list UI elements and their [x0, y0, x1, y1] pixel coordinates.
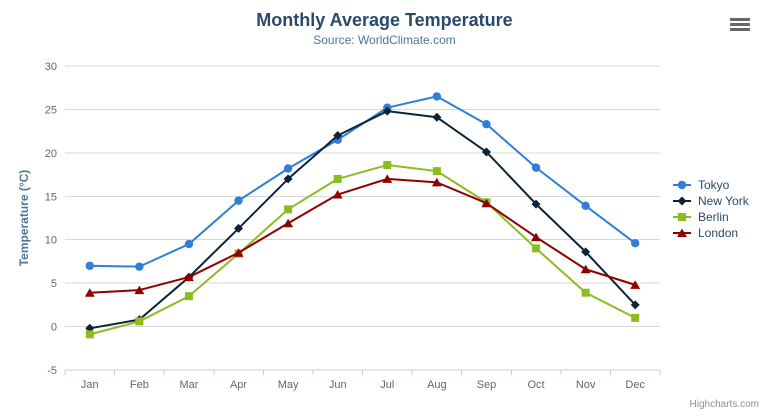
- data-point-london-oct[interactable]: [531, 232, 542, 242]
- data-point-new-york-jul[interactable]: [382, 106, 392, 116]
- data-point-tokyo-mar[interactable]: [184, 239, 194, 249]
- hamburger-icon: [730, 17, 750, 21]
- x-axis-label: Sep: [477, 379, 497, 391]
- data-point-berlin-oct[interactable]: [532, 244, 541, 253]
- data-point-new-york-may[interactable]: [283, 174, 293, 184]
- series-line-tokyo: [88, 95, 637, 268]
- data-point-london-sep[interactable]: [481, 198, 492, 208]
- x-axis-label: Oct: [527, 379, 544, 391]
- square-marker-icon: [673, 213, 691, 221]
- y-axis-label: 10: [45, 235, 57, 247]
- data-point-london-feb[interactable]: [134, 285, 145, 295]
- x-axis-label: Aug: [427, 379, 447, 391]
- data-point-berlin-dec[interactable]: [631, 313, 640, 322]
- data-point-new-york-dec[interactable]: [630, 300, 640, 310]
- data-point-new-york-aug[interactable]: [432, 112, 442, 122]
- data-point-london-apr[interactable]: [233, 248, 244, 257]
- x-axis-label: Feb: [130, 379, 149, 391]
- legend: Tokyo New York Berlin London: [673, 177, 749, 241]
- legend-marker-berlin: [678, 213, 686, 221]
- x-axis-label: Jun: [329, 379, 347, 391]
- series-line-london: [88, 177, 637, 294]
- circle-marker-icon: [673, 180, 691, 190]
- legend-marker-new-york: [677, 196, 687, 206]
- data-point-london-jan[interactable]: [84, 288, 95, 297]
- y-axis-title: Temperature (°C): [17, 170, 31, 267]
- y-axis-label: 25: [45, 104, 57, 116]
- data-point-new-york-jun[interactable]: [333, 130, 343, 140]
- data-point-berlin-feb[interactable]: [135, 317, 144, 326]
- data-point-berlin-mar[interactable]: [184, 292, 193, 301]
- x-axis-label: Jul: [380, 379, 394, 391]
- triangle-marker-icon: [673, 228, 691, 237]
- y-axis-label: 5: [51, 278, 57, 290]
- data-point-berlin-jun[interactable]: [333, 174, 342, 183]
- y-axis-label: 0: [51, 322, 57, 334]
- data-point-berlin-aug[interactable]: [432, 167, 441, 176]
- x-axis-label: May: [278, 379, 299, 391]
- data-point-london-dec[interactable]: [630, 280, 641, 289]
- credits-link[interactable]: Highcharts.com: [689, 399, 759, 410]
- data-point-london-nov[interactable]: [580, 264, 591, 274]
- data-point-london-may[interactable]: [283, 218, 294, 228]
- series-london: [84, 174, 641, 297]
- data-point-berlin-nov[interactable]: [581, 288, 590, 297]
- x-axis-label: Dec: [625, 379, 645, 391]
- data-point-tokyo-may[interactable]: [283, 164, 293, 173]
- chart-title: Monthly Average Temperature: [256, 10, 513, 30]
- data-point-new-york-apr[interactable]: [234, 223, 244, 233]
- series-line-berlin: [88, 164, 637, 336]
- x-axis-label: Mar: [179, 379, 198, 391]
- export-menu-button[interactable]: [728, 14, 752, 34]
- y-axis-label: 20: [45, 148, 57, 160]
- data-point-tokyo-sep[interactable]: [482, 119, 491, 129]
- x-axis-label: Nov: [576, 379, 596, 391]
- legend-label: New York: [698, 194, 749, 208]
- legend-label: London: [698, 226, 739, 240]
- data-point-berlin-jan[interactable]: [85, 330, 94, 339]
- legend-label: Tokyo: [698, 178, 730, 192]
- data-point-london-mar[interactable]: [183, 272, 194, 282]
- hamburger-icon: [730, 27, 750, 31]
- y-axis-label: 15: [45, 191, 57, 203]
- data-point-new-york-nov[interactable]: [581, 247, 591, 257]
- data-point-berlin-may[interactable]: [284, 205, 293, 214]
- legend-marker-london: [677, 228, 687, 237]
- y-axis-label: -5: [47, 365, 57, 377]
- data-point-new-york-sep[interactable]: [481, 147, 491, 157]
- data-point-tokyo-feb[interactable]: [135, 262, 144, 271]
- legend-label: Berlin: [698, 210, 729, 224]
- data-point-tokyo-oct[interactable]: [531, 163, 541, 172]
- legend-item-berlin[interactable]: Berlin: [673, 209, 749, 225]
- legend-item-new-york[interactable]: New York: [673, 193, 749, 209]
- series-line-new-york: [88, 110, 637, 330]
- series-tokyo: [85, 92, 640, 271]
- data-point-tokyo-nov[interactable]: [581, 201, 590, 211]
- data-point-berlin-jul[interactable]: [383, 161, 392, 170]
- data-point-tokyo-aug[interactable]: [432, 92, 442, 101]
- x-axis-label: Jan: [81, 379, 99, 391]
- data-point-london-jun[interactable]: [332, 190, 343, 199]
- y-axis-label: 30: [45, 61, 57, 73]
- data-point-tokyo-jan[interactable]: [85, 261, 94, 270]
- x-axis-label: Apr: [230, 379, 247, 391]
- data-point-london-jul[interactable]: [382, 174, 393, 183]
- data-point-tokyo-dec[interactable]: [631, 238, 640, 248]
- legend-item-tokyo[interactable]: Tokyo: [673, 177, 749, 193]
- series-new-york: [85, 106, 640, 333]
- data-point-london-aug[interactable]: [431, 177, 442, 187]
- data-point-new-york-oct[interactable]: [531, 199, 541, 209]
- data-point-tokyo-apr[interactable]: [234, 196, 243, 205]
- legend-item-london[interactable]: London: [673, 225, 749, 241]
- diamond-marker-icon: [673, 196, 691, 206]
- chart-subtitle: Source: WorldClimate.com: [313, 33, 456, 47]
- legend-marker-tokyo: [677, 180, 687, 190]
- hamburger-icon: [730, 22, 750, 26]
